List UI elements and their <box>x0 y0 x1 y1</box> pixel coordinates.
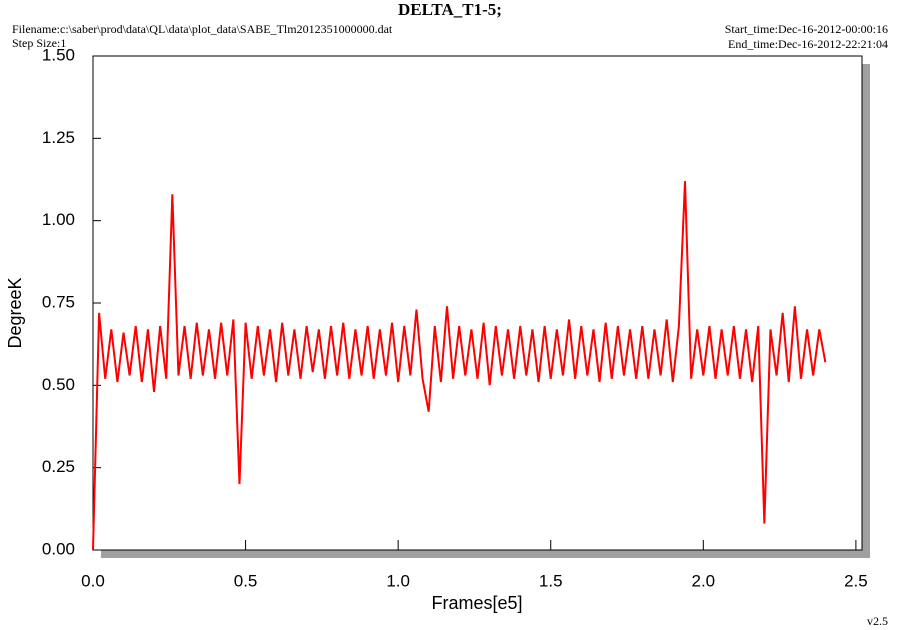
version: v2.5 <box>867 614 888 628</box>
step-size: Step Size:1 <box>12 36 66 50</box>
end-time: End_time:Dec-16-2012-22:21:04 <box>728 37 888 51</box>
y-tick-label: 1.25 <box>42 128 75 147</box>
y-tick-label: 0.25 <box>42 457 75 476</box>
y-axis-label: DegreeK <box>5 277 25 348</box>
y-tick-label: 1.50 <box>42 45 75 64</box>
x-axis-label: Frames[e5] <box>431 593 522 613</box>
x-tick-label: 2.0 <box>691 571 715 590</box>
x-tick-label: 2.5 <box>844 571 868 590</box>
filename: Filename:c:\saber\prod\data\QL\data\plot… <box>12 22 393 36</box>
x-tick-label: 0.5 <box>234 571 258 590</box>
start-time: Start_time:Dec-16-2012-00:00:16 <box>725 22 888 36</box>
x-tick-label: 1.0 <box>386 571 410 590</box>
x-tick-label: 1.5 <box>539 571 563 590</box>
y-tick-label: 0.75 <box>42 292 75 311</box>
y-tick-label: 1.00 <box>42 210 75 229</box>
x-tick-label: 0.0 <box>81 571 105 590</box>
chart-title: DELTA_T1-5; <box>398 0 502 19</box>
y-tick-label: 0.50 <box>42 375 75 394</box>
plot-area <box>92 55 863 551</box>
data-line <box>92 181 827 551</box>
y-tick-label: 0.00 <box>42 539 75 558</box>
